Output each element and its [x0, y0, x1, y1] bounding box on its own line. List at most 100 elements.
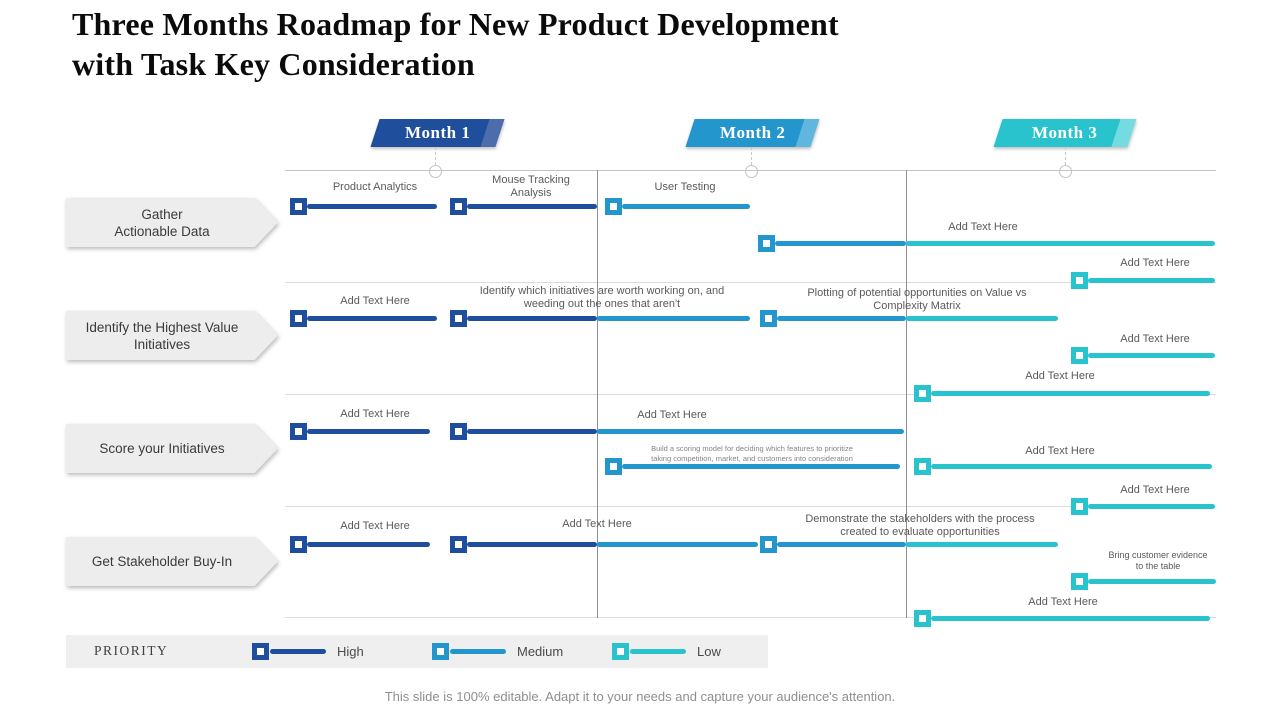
task-marker-icon [913, 609, 931, 627]
grid-row-line-2 [285, 394, 1216, 395]
grid-bottom-line [285, 617, 1216, 618]
task-bar [775, 240, 906, 246]
month-1-label: Month 1 [404, 123, 471, 142]
month-1-drop-line [435, 147, 436, 165]
task-marker-icon [1070, 572, 1088, 590]
task-label[interactable]: Add Text Here [637, 409, 707, 421]
grid-month-divider-2 [906, 170, 907, 618]
task-marker-icon [449, 197, 467, 215]
grid-row-line-3 [285, 506, 1216, 507]
task-label: Demonstrate the stakeholders with the pr… [805, 513, 1035, 538]
task-bar [931, 463, 1212, 469]
task-bar [1088, 503, 1215, 509]
month-banner-3: Month 3 [993, 119, 1137, 147]
medium-priority-marker-icon [432, 643, 449, 660]
task-marker-icon [289, 309, 307, 327]
task-marker-icon [289, 422, 307, 440]
task-bar [307, 315, 437, 321]
task-bar [597, 428, 904, 434]
task-label[interactable]: Add Text Here [1025, 370, 1095, 382]
month-3-drop-line [1065, 147, 1066, 165]
task-marker-icon [604, 457, 622, 475]
task-label: Identify which initiatives are worth wor… [479, 285, 725, 310]
task-label: Build a scoring model for deciding which… [651, 444, 853, 463]
task-bar [467, 541, 597, 547]
task-marker-icon [759, 535, 777, 553]
task-marker-icon [1070, 271, 1088, 289]
task-label[interactable]: Add Text Here [948, 221, 1018, 233]
month-2-circle-icon [745, 165, 758, 178]
task-bar [467, 315, 597, 321]
task-bar [467, 203, 597, 209]
task-marker-icon [449, 309, 467, 327]
grid-month-divider-1 [597, 170, 598, 618]
task-marker-icon [289, 197, 307, 215]
task-bar [906, 541, 1058, 547]
task-bar [622, 463, 900, 469]
month-3-circle-icon [1059, 165, 1072, 178]
task-marker-icon [759, 309, 777, 327]
task-bar [307, 428, 430, 434]
task-bar [906, 315, 1058, 321]
task-label: Product Analytics [332, 181, 418, 193]
task-label[interactable]: Add Text Here [1120, 257, 1190, 269]
task-label[interactable]: Add Text Here [340, 520, 410, 532]
task-marker-icon [1070, 497, 1088, 515]
task-bar [906, 240, 1215, 246]
task-bar [622, 203, 750, 209]
task-label[interactable]: Add Text Here [1028, 596, 1098, 608]
task-marker-icon [913, 457, 931, 475]
high-priority-line-icon [270, 649, 326, 654]
task-label: User Testing [654, 181, 716, 193]
task-label[interactable]: Add Text Here [562, 518, 632, 530]
month-banner-2: Month 2 [685, 119, 820, 147]
grid-top-line [285, 170, 1216, 171]
low-priority-line-icon [630, 649, 686, 654]
row-label-get-stakeholder-buy-in: Get Stakeholder Buy-In [66, 537, 278, 586]
legend-item-low: Low [612, 643, 721, 660]
task-bar [597, 541, 758, 547]
task-bar [307, 203, 437, 209]
task-label[interactable]: Add Text Here [340, 295, 410, 307]
task-marker-icon [604, 197, 622, 215]
task-marker-icon [913, 384, 931, 402]
task-bar [777, 541, 906, 547]
task-marker-icon [1070, 346, 1088, 364]
task-label[interactable]: Add Text Here [1120, 333, 1190, 345]
task-bar [307, 541, 430, 547]
task-label[interactable]: Add Text Here [1120, 484, 1190, 496]
page-title: Three Months Roadmap for New Product Dev… [72, 6, 839, 82]
month-banner-1: Month 1 [370, 119, 505, 147]
month-2-drop-line [751, 147, 752, 165]
priority-legend: PRIORITY High Medium Low [66, 635, 768, 668]
row-label-gather-actionable-data: Gather Actionable Data [66, 198, 278, 247]
task-bar [1088, 578, 1216, 584]
task-marker-icon [449, 535, 467, 553]
task-label: Mouse Tracking Analysis [492, 174, 570, 199]
task-bar [777, 315, 906, 321]
grid-row-line-1 [285, 282, 1216, 283]
task-label[interactable]: Add Text Here [340, 408, 410, 420]
task-marker-icon [449, 422, 467, 440]
task-bar [597, 315, 750, 321]
row-label-score-your-initiatives: Score your Initiatives [66, 424, 278, 473]
task-bar [1088, 352, 1215, 358]
legend-title: PRIORITY [94, 643, 169, 658]
legend-item-high: High [252, 643, 364, 660]
month-2-label: Month 2 [719, 123, 786, 142]
task-bar [1088, 277, 1215, 283]
legend-item-medium: Medium [432, 643, 563, 660]
low-priority-marker-icon [612, 643, 629, 660]
task-label[interactable]: Add Text Here [1025, 445, 1095, 457]
month-1-circle-icon [429, 165, 442, 178]
footer-note: This slide is 100% editable. Adapt it to… [384, 689, 896, 704]
task-marker-icon [757, 234, 775, 252]
medium-priority-line-icon [450, 649, 506, 654]
row-label-identify-highest-value-initiatives: Identify the Highest Value Initiatives [66, 311, 278, 360]
task-label: Plotting of potential opportunities on V… [807, 287, 1027, 312]
task-bar [931, 615, 1210, 621]
task-bar [931, 390, 1210, 396]
task-bar [467, 428, 597, 434]
month-3-label: Month 3 [1032, 123, 1098, 142]
task-label: Bring customer evidence to the table [1108, 550, 1208, 571]
